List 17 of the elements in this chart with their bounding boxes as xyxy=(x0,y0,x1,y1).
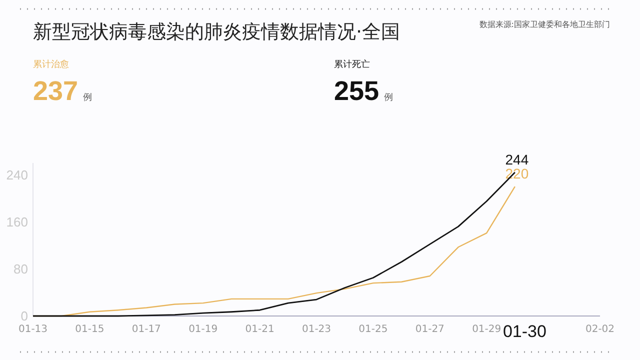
x-tick-label: 01-13 xyxy=(18,324,48,335)
kpi: 累计死亡 255 例 xyxy=(334,60,394,106)
x-tick-label: 01-23 xyxy=(302,324,332,335)
data-label: 220 xyxy=(505,166,529,182)
x-tick-label: 02-02 xyxy=(585,324,615,335)
x-tick-label: 01-29 xyxy=(472,324,502,335)
text: 01-30 xyxy=(502,322,546,341)
data-label: 244 xyxy=(505,151,529,168)
x-tick-label: 01-15 xyxy=(75,324,104,335)
x-tick-label: 01-25 xyxy=(358,324,388,335)
x-tick-label: 01-21 xyxy=(245,324,274,335)
source-note: 数据来源:国家卫健委和各地卫生部门 xyxy=(479,20,610,29)
x-tick-label: 01-17 xyxy=(132,324,161,335)
kpi: 累计治愈 237 例 xyxy=(33,60,92,106)
x-tick-label: 01-27 xyxy=(415,324,444,335)
x-tick-label: 01-19 xyxy=(188,324,218,335)
chart-title: 新型冠状病毒感染的肺炎疫情数据情况·全国 xyxy=(33,21,400,43)
